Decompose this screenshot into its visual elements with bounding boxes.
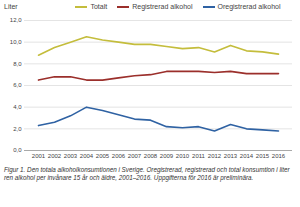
svg-text:2015: 2015 [256,153,270,159]
svg-text:2005: 2005 [96,153,110,159]
html-text:Figur 1. Den totala alkoholkon: Figur 1. Den totala alkoholkonsumtionen … [4,166,290,181]
svg-text:2012: 2012 [208,153,222,159]
svg-text:2010: 2010 [176,153,190,159]
svg-text:2016: 2016 [272,153,286,159]
svg-text:2003: 2003 [64,153,78,159]
svg-text:6,0: 6,0 [13,82,22,88]
svg-text:2014: 2014 [240,153,254,159]
svg-text:2013: 2013 [224,153,238,159]
svg-text:0,0: 0,0 [13,147,22,153]
svg-text:8,0: 8,0 [13,61,22,67]
svg-text:2008: 2008 [144,153,158,159]
html-text:Oregistrerad alkohol: Oregistrerad alkohol [217,3,281,10]
svg-text:10,0: 10,0 [10,39,22,45]
svg-text:2002: 2002 [48,153,62,159]
svg-text:4,0: 4,0 [13,104,22,110]
svg-text:2,0: 2,0 [13,126,22,132]
html-text:Totalt: Totalt [90,3,108,10]
html-text:Registrerad alkohol: Registrerad alkohol [132,3,193,10]
svg-text:12,0: 12,0 [10,17,22,23]
svg-text:2004: 2004 [80,153,94,159]
svg-text:2001: 2001 [32,153,46,159]
svg-text:2011: 2011 [192,153,206,159]
svg-text:2007: 2007 [128,153,142,159]
svg-text:2009: 2009 [160,153,174,159]
svg-text:2006: 2006 [112,153,126,159]
html-text:Liter: Liter [4,3,18,10]
